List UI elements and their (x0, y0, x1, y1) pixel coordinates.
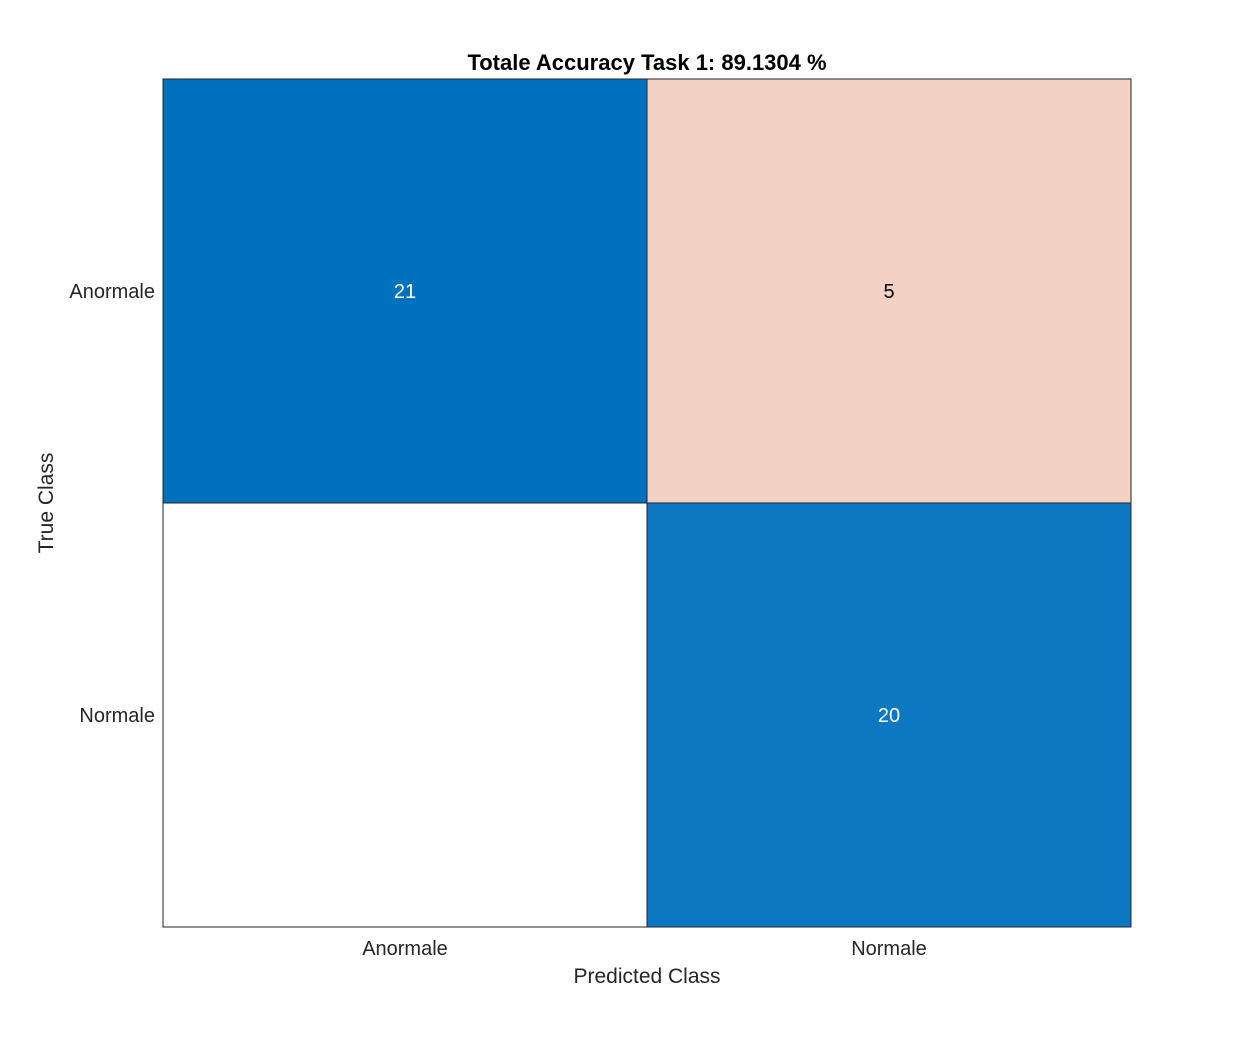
matrix-cell-labels: 21 5 20 (394, 281, 900, 727)
cell-value-r1-c1: 20 (878, 705, 900, 727)
y-tick-labels: Anormale Normale (69, 281, 155, 727)
matrix-cell-r1-c0 (162, 502, 648, 928)
x-axis-label: Predicted Class (573, 965, 720, 988)
matrix-border (162, 78, 1132, 928)
y-tick-label-1: Normale (79, 705, 155, 727)
cell-value-r0-c0: 21 (394, 281, 416, 303)
x-tick-label-0: Anormale (362, 938, 448, 960)
matrix-cell-r0-c0 (162, 78, 648, 504)
chart-title: Totale Accuracy Task 1: 89.1304 % (467, 50, 826, 75)
x-tick-labels: Anormale Normale (362, 938, 927, 960)
x-tick-label-1: Normale (851, 938, 927, 960)
cell-value-r0-c1: 5 (883, 281, 894, 303)
y-axis-label: True Class (35, 453, 58, 554)
matrix-cell-r0-c1 (646, 78, 1132, 504)
matrix-cell-r1-c1 (646, 502, 1132, 928)
y-tick-label-0: Anormale (69, 281, 155, 303)
matrix-cells (162, 78, 1132, 928)
